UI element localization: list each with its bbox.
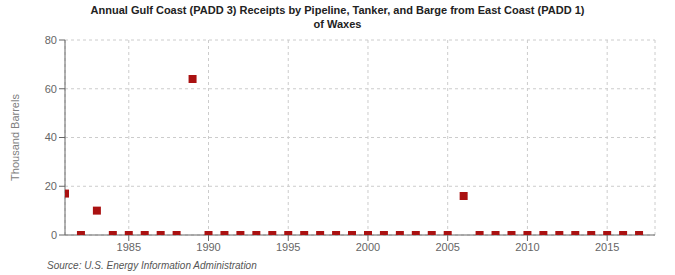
svg-text:20: 20 [45, 180, 57, 192]
svg-text:60: 60 [45, 83, 57, 95]
html-text:Annual Gulf Coast (PADD 3) Rec: Annual Gulf Coast (PADD 3) Receipts by P… [90, 4, 585, 16]
svg-text:Thousand Barrels: Thousand Barrels [9, 94, 21, 181]
svg-text:1985: 1985 [117, 241, 141, 253]
svg-text:2010: 2010 [515, 241, 539, 253]
html-text:Source: U.S. Energy Informatio: Source: U.S. Energy Information Administ… [47, 260, 257, 271]
svg-text:1990: 1990 [196, 241, 220, 253]
svg-text:80: 80 [45, 34, 57, 46]
html-text:of Waxes: of Waxes [313, 18, 362, 30]
svg-text:0: 0 [51, 229, 57, 241]
svg-text:2005: 2005 [435, 241, 459, 253]
svg-text:2000: 2000 [356, 241, 380, 253]
svg-text:1995: 1995 [276, 241, 300, 253]
svg-text:40: 40 [45, 131, 57, 143]
svg-text:2015: 2015 [595, 241, 619, 253]
